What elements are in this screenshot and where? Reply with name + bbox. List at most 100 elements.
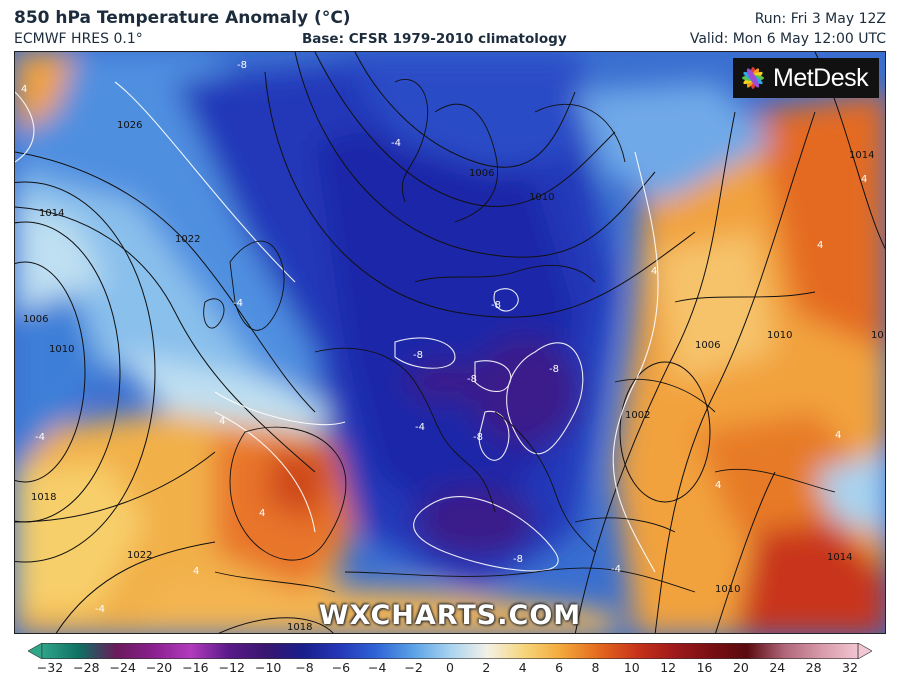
anomaly-map[interactable]: 1026 1014 1022 1006 1010 1018 1022 1018 …: [14, 51, 886, 634]
isobar-label: 1010: [529, 192, 554, 203]
colorbar-tick-label: −12: [218, 660, 246, 675]
isobar-label: 1010: [767, 330, 792, 341]
colorbar-border: [41, 643, 859, 659]
run-time-label: Run: Fri 3 May 12Z: [754, 11, 886, 27]
anomaly-label: -4: [611, 564, 621, 575]
isobar-label: 1018: [287, 622, 312, 633]
anomaly-label: -8: [513, 554, 523, 565]
colorbar-tick-label: 0: [446, 660, 454, 675]
colorbar-segment: [79, 643, 117, 659]
anomaly-label: 4: [835, 430, 841, 441]
anomaly-label: -8: [467, 374, 477, 385]
isobar-label: 1010: [871, 330, 886, 341]
colorbar-segment: [783, 643, 822, 659]
colorbar-tick-label: 24: [769, 660, 786, 675]
isobar-label: 1006: [695, 340, 720, 351]
colorbar-tick-label: −20: [145, 660, 173, 675]
colorbar-segment: [561, 643, 599, 659]
colorbar-tick-label: 8: [591, 660, 600, 675]
isobar-label: 1010: [715, 584, 740, 595]
colorbar-tick-label: 20: [732, 660, 749, 675]
colorbar-segment: [227, 643, 266, 659]
colorbar-segment: [264, 643, 303, 659]
colorbar-segment: [190, 643, 228, 659]
colorbar-tick-label: −2: [404, 660, 423, 675]
model-label: ECMWF HRES 0.1°: [14, 31, 143, 47]
anomaly-label: -8: [413, 350, 423, 361]
isobar-label: 1014: [39, 208, 64, 219]
anomaly-label: 4: [651, 266, 657, 277]
colorbar-tick-label: 28: [805, 660, 822, 675]
anomaly-label: 4: [219, 416, 225, 427]
logo-text: MetDesk: [773, 63, 869, 92]
isobar-label: 1010: [49, 344, 74, 355]
colorbar-segment: [375, 643, 414, 659]
anomaly-label: -8: [473, 432, 483, 443]
isobar-label: 1018: [31, 492, 56, 503]
colorbar-tick-label: 2: [482, 660, 491, 675]
colorbar-tick-label: 4: [518, 660, 527, 675]
anomaly-contours: [15, 81, 659, 573]
colorbar-segment: [301, 643, 340, 659]
metdesk-logo: MetDesk: [733, 58, 879, 98]
anomaly-label: 4: [193, 566, 199, 577]
colorbar-tick-label: −16: [182, 660, 209, 675]
colorbar-segment: [820, 643, 859, 659]
anomaly-label: -8: [491, 300, 501, 311]
coastlines: [203, 79, 836, 593]
colorbar-tick-label: 32: [842, 660, 858, 675]
colorbar-tick-label: 10: [623, 660, 640, 675]
colorbar-segment: [338, 643, 377, 659]
anomaly-label: 4: [259, 508, 265, 519]
colorbar-tick-label: 16: [696, 660, 713, 675]
anomaly-field: [15, 52, 885, 633]
colorbar-min-arrow: [28, 643, 43, 659]
isobar-lines: [15, 52, 885, 633]
colorbar-tick-label: −8: [295, 660, 314, 675]
isobar-label: 1014: [849, 150, 874, 161]
isobar-label: 1026: [117, 120, 142, 131]
colorbar-ticks: −32 −28 −24 −20 −16 −12 −10 −8 −6 −4 −2 0 2 4 6 8 10 12 16…: [0, 660, 900, 680]
colorbar-tick-label: −24: [109, 660, 136, 675]
colorbar-tick-label: −10: [254, 660, 282, 675]
isobar-label-group: 1026 1014 1022 1006 1010 1018 1022 1018 …: [23, 120, 886, 633]
anomaly-label: 4: [817, 240, 823, 251]
colorbar-segment: [487, 643, 525, 659]
colorbar-tick-label: −32: [36, 660, 64, 675]
colorbar-segment: [153, 643, 191, 659]
anomaly-label: -8: [237, 60, 247, 71]
anomaly-label: -4: [95, 604, 105, 615]
anomaly-label: 4: [715, 480, 721, 491]
colorbar-segment: [672, 643, 711, 659]
anomaly-label: -4: [391, 138, 401, 149]
colorbar-tick-label: −6: [331, 660, 351, 675]
colorbar-segment: [709, 643, 748, 659]
anomaly-label: -4: [35, 432, 45, 443]
anomaly-label: -4: [233, 298, 243, 309]
watermark: WXCHARTS.COM: [318, 600, 582, 631]
climatology-base-label: Base: CFSR 1979-2010 climatology: [302, 31, 567, 47]
anomaly-label: -4: [415, 422, 425, 433]
map-canvas: 1026 1014 1022 1006 1010 1018 1022 1018 …: [15, 52, 886, 633]
colorbar-segment: [598, 643, 636, 659]
colorbar-segment: [524, 643, 562, 659]
colorbar-tick-label: 12: [660, 660, 677, 675]
map-title: 850 hPa Temperature Anomaly (°C): [14, 8, 351, 28]
colorbar-tick-label: −4: [368, 660, 387, 675]
colorbar-segment: [746, 643, 785, 659]
isobar-label: 1006: [469, 168, 494, 179]
colorbar-segment: [635, 643, 674, 659]
isobar-label: 1006: [23, 314, 48, 325]
colorbar-segment: [450, 643, 488, 659]
anomaly-label: 4: [21, 84, 27, 95]
isobar-label: 1014: [827, 552, 852, 563]
colorbar-tick-label: 6: [555, 660, 564, 675]
anomaly-label-group: -8 -4 -4 -4 -8 -8 -8 -8 -8 -8 -4 4 4 4 4…: [21, 60, 867, 615]
colorbar-tick-label: −28: [73, 660, 100, 675]
valid-time-label: Valid: Mon 6 May 12:00 UTC: [689, 31, 886, 47]
isobar-label: 1002: [625, 410, 650, 421]
colorbar-segment: [412, 643, 451, 659]
colorbar-segment: [42, 643, 80, 659]
colorbar-segment: [116, 643, 154, 659]
colorbar-max-arrow: [857, 643, 872, 659]
